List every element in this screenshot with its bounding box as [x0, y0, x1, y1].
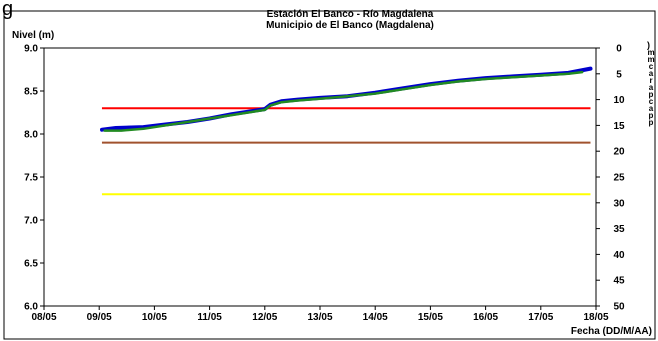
y2-label-char: p: [649, 111, 654, 120]
y2-label-char: a: [649, 69, 654, 78]
y2-tick-label: 0: [616, 44, 622, 55]
y2-tick-label: 35: [613, 224, 625, 235]
x-tick-label: 14/05: [363, 312, 388, 323]
y2-label-char: a: [649, 104, 654, 113]
y2-tick-label: 50: [613, 302, 625, 313]
x-tick-label: 16/05: [473, 312, 498, 323]
y2-axis-ticks: 0 5 10 15 20 25 30 35 40 45 50: [596, 44, 625, 313]
x-tick-label: 13/05: [307, 312, 332, 323]
y-tick-label: 8.5: [24, 87, 38, 98]
y2-tick-label: 10: [613, 95, 625, 106]
y2-tick-label: 20: [613, 147, 625, 158]
y-tick-label: 6.0: [24, 302, 38, 313]
y2-label-char: p: [649, 90, 654, 99]
x-tick-label: 12/05: [252, 312, 277, 323]
corner-text: g: [2, 0, 13, 20]
plot-area: [43, 47, 597, 307]
chart-title: Estación El Banco - Río Magdalena: [267, 9, 434, 20]
y-axis-ticks: 6.0 6.5 7.0 7.5 8.0 8.5 9.0: [24, 44, 44, 313]
y-tick-label: 9.0: [24, 44, 38, 55]
x-tick-label: 18/05: [583, 312, 608, 323]
series-line: [103, 70, 584, 132]
x-tick-label: 15/05: [418, 312, 443, 323]
y2-label-char: a: [649, 83, 654, 92]
x-axis-ticks: 08/05 09/05 10/05 11/05 12/05 13/05 14/05 15/05…: [31, 306, 609, 323]
y2-label-char: c: [649, 62, 654, 71]
series-lines: [100, 66, 593, 132]
chart-subtitle: Municipio de El Banco (Magdalena): [266, 20, 434, 31]
x-axis-label: Fecha (DD/M/AA): [571, 326, 652, 337]
y-tick-label: 7.5: [24, 173, 38, 184]
y2-axis-label-fragment: ): [647, 40, 650, 50]
y-axis-label: Nivel (m): [12, 30, 54, 41]
x-tick-label: 11/05: [197, 312, 222, 323]
y-tick-label: 7.0: [24, 216, 38, 227]
y2-tick-label: 5: [616, 69, 622, 80]
x-tick-label: 08/05: [31, 312, 56, 323]
y2-tick-label: 25: [613, 173, 625, 184]
y-tick-label: 8.0: [24, 130, 38, 141]
y2-label-char: m: [647, 55, 654, 64]
chart-border: [3, 10, 656, 340]
y2-tick-label: 40: [613, 250, 625, 261]
x-tick-label: 17/05: [528, 312, 553, 323]
y2-tick-label: 15: [613, 121, 625, 132]
y2-label-char: c: [649, 97, 654, 106]
y2-label-char: r: [649, 76, 652, 85]
threshold-lines: [101, 107, 591, 196]
y-tick-label: 6.5: [24, 259, 38, 270]
y2-tick-label: 30: [613, 198, 625, 209]
x-tick-label: 10/05: [142, 312, 167, 323]
x-tick-label: 09/05: [87, 312, 112, 323]
y2-tick-label: 45: [613, 276, 625, 287]
y2-label-char: p: [649, 118, 654, 127]
y2-label-char: m: [647, 48, 654, 57]
